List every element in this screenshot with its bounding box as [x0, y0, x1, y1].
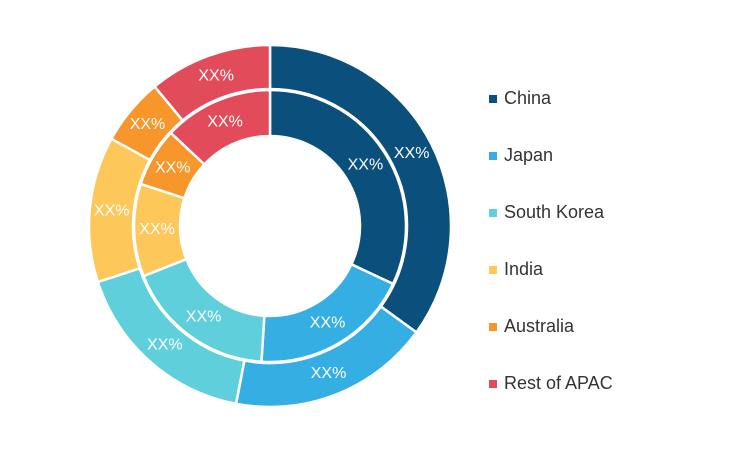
legend-swatch-rest-of-apac	[489, 379, 497, 388]
legend-item-rest-of-apac: Rest of APAC	[489, 355, 613, 412]
outer-label-japan: XX%	[311, 365, 347, 382]
legend-label-south-korea: South Korea	[504, 202, 605, 222]
outer-label-india: XX%	[94, 202, 130, 219]
inner-label-india: XX%	[139, 221, 175, 238]
legend-label-china: China	[504, 88, 552, 108]
outer-label-china: XX%	[394, 145, 430, 162]
legend-item-china: China	[489, 70, 613, 127]
legend-label-rest-of-apac: Rest of APAC	[504, 373, 613, 393]
slice-labels: XX%XX%XX%XX%XX%XX%XX%XX%XX%XX%XX%XX%	[94, 68, 430, 382]
outer-label-rest-of-apac: XX%	[198, 68, 234, 85]
legend-item-australia: Australia	[489, 298, 613, 355]
legend-item-india: India	[489, 241, 613, 298]
outer-ring	[87, 43, 453, 409]
legend-swatch-japan	[489, 151, 497, 160]
inner-slice-rest-of-apac	[169, 88, 272, 167]
legend-swatch-south-korea	[489, 208, 497, 217]
inner-label-china: XX%	[348, 157, 384, 174]
legend-label-india: India	[504, 259, 544, 279]
inner-label-japan: XX%	[310, 314, 346, 331]
legend-swatch-china	[489, 94, 497, 103]
inner-label-rest-of-apac: XX%	[207, 114, 243, 131]
inner-label-australia: XX%	[155, 160, 191, 177]
legend-swatch-australia	[489, 322, 497, 331]
legend-label-japan: Japan	[504, 145, 554, 165]
legend-swatch-india	[489, 265, 497, 274]
inner-ring	[132, 88, 408, 364]
legend-label-australia: Australia	[504, 316, 575, 336]
inner-slice-china	[268, 88, 408, 286]
legend: China Japan South Korea India Australia …	[489, 70, 613, 412]
legend-item-south-korea: South Korea	[489, 184, 613, 241]
inner-label-south-korea: XX%	[186, 309, 222, 326]
outer-label-south-korea: XX%	[147, 336, 183, 353]
legend-item-japan: Japan	[489, 127, 613, 184]
outer-label-australia: XX%	[130, 116, 166, 133]
